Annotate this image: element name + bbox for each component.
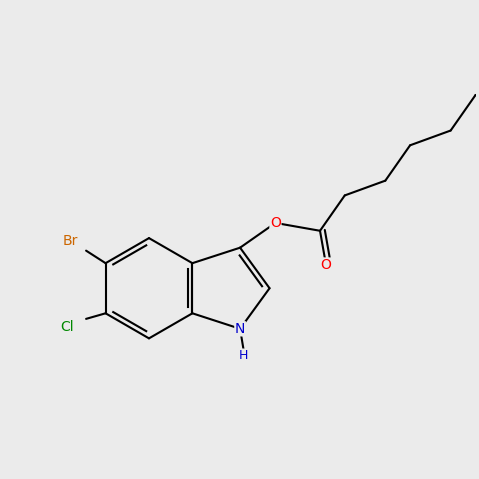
Text: Cl: Cl xyxy=(60,320,74,334)
Text: N: N xyxy=(235,322,245,336)
Text: O: O xyxy=(320,258,331,272)
Text: H: H xyxy=(239,349,248,362)
Text: Br: Br xyxy=(63,234,79,248)
Text: O: O xyxy=(270,216,281,230)
